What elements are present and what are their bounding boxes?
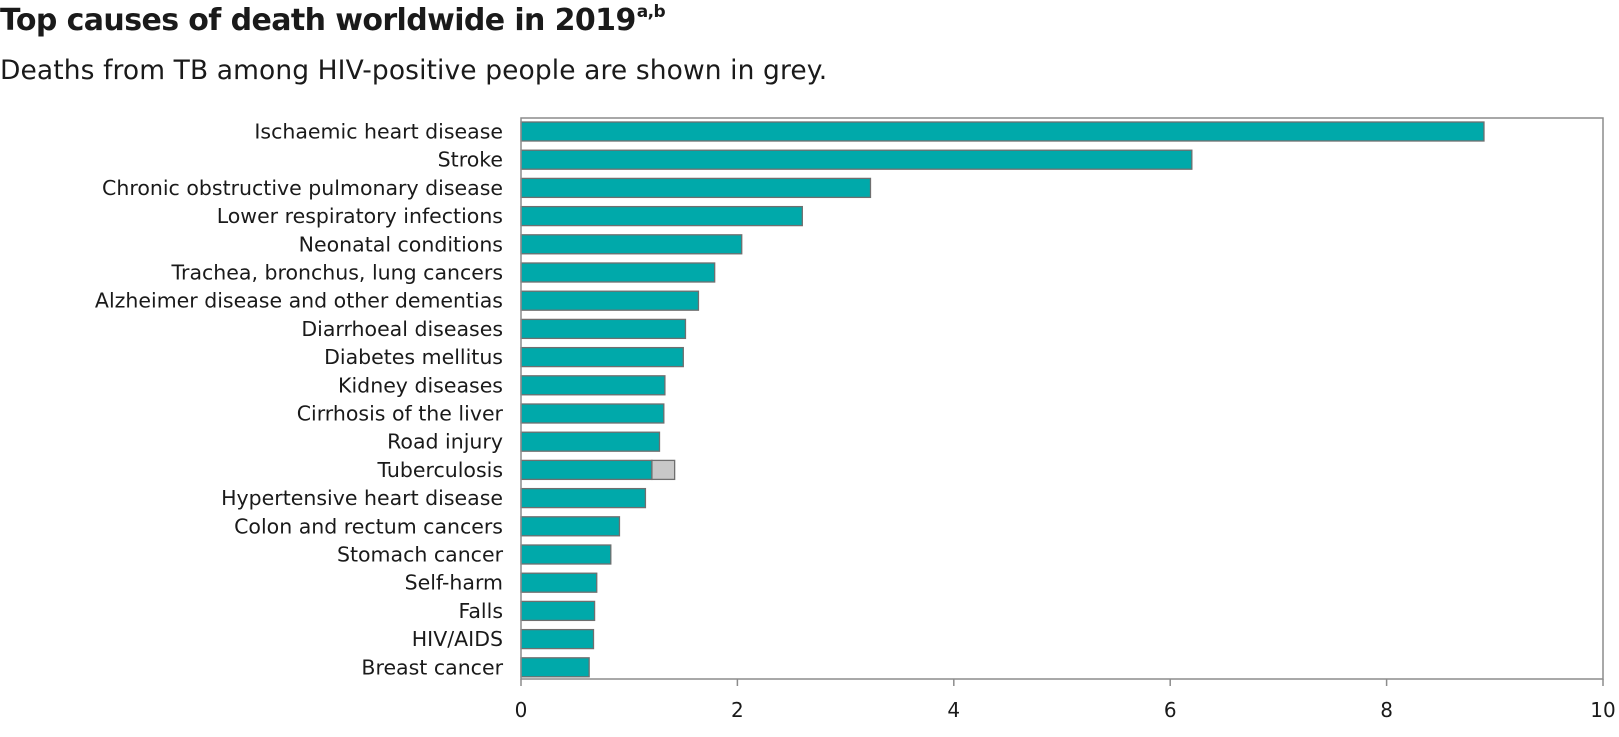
bar <box>520 628 595 650</box>
x-tick-label: 2 <box>731 698 744 722</box>
x-axis: 0 2 4 6 8 10 <box>515 679 1616 722</box>
bar <box>520 516 621 537</box>
bar <box>520 487 647 509</box>
x-tick-label: 10 <box>1590 698 1615 722</box>
category-label: Lower respiratory infections <box>217 204 503 228</box>
category-label: Cirrhosis of the liver <box>297 402 504 426</box>
chart-subtitle: Deaths from TB among HIV-positive people… <box>0 55 828 86</box>
category-label: Ischaemic heart disease <box>254 120 503 144</box>
category-label: Tuberculosis <box>376 458 503 482</box>
x-tick-label: 8 <box>1380 698 1393 722</box>
category-label: Diabetes mellitus <box>324 345 503 369</box>
bar <box>520 234 743 255</box>
category-label: Stomach cancer <box>337 543 504 567</box>
category-label: Kidney diseases <box>338 373 503 397</box>
bar <box>520 600 596 622</box>
category-label: Self-harm <box>405 571 503 595</box>
title-footnote-marker: a,b <box>636 2 666 22</box>
chart-title: Top causes of death worldwide in 2019a,b <box>0 2 666 38</box>
bar <box>520 205 803 227</box>
bar <box>520 403 665 424</box>
bar <box>520 121 1485 142</box>
category-label: Trachea, bronchus, lung cancers <box>171 261 504 285</box>
bar <box>520 318 687 340</box>
x-tick-label: 0 <box>515 698 528 722</box>
category-label: Hypertensive heart disease <box>221 486 503 510</box>
bar <box>520 149 1193 170</box>
category-label: Diarrhoeal diseases <box>301 317 503 341</box>
x-tick-label: 4 <box>947 698 960 722</box>
category-label: Alzheimer disease and other dementias <box>95 289 503 313</box>
bar <box>520 431 661 452</box>
bar <box>520 262 716 283</box>
bar-hiv-positive-tb <box>651 459 676 481</box>
category-label: HIV/AIDS <box>412 627 503 651</box>
category-label: Breast cancer <box>361 655 503 679</box>
category-label: Road injury <box>387 430 503 454</box>
bar <box>520 572 598 593</box>
category-label: Neonatal conditions <box>299 232 503 256</box>
bars-group <box>520 121 1485 678</box>
category-label: Stroke <box>438 148 503 172</box>
bar <box>520 459 653 481</box>
category-label: Falls <box>458 599 503 623</box>
category-label: Chronic obstructive pulmonary disease <box>102 176 503 200</box>
bar <box>520 177 872 199</box>
x-tick-label: 6 <box>1164 698 1177 722</box>
bar <box>520 375 666 396</box>
bar <box>520 544 612 565</box>
plot-frame <box>520 117 1604 680</box>
bar <box>520 346 684 368</box>
category-label: Colon and rectum cancers <box>234 514 503 538</box>
category-labels: Ischaemic heart disease Stroke Chronic obs… <box>95 120 504 680</box>
bar <box>520 290 700 311</box>
bar <box>520 657 590 678</box>
